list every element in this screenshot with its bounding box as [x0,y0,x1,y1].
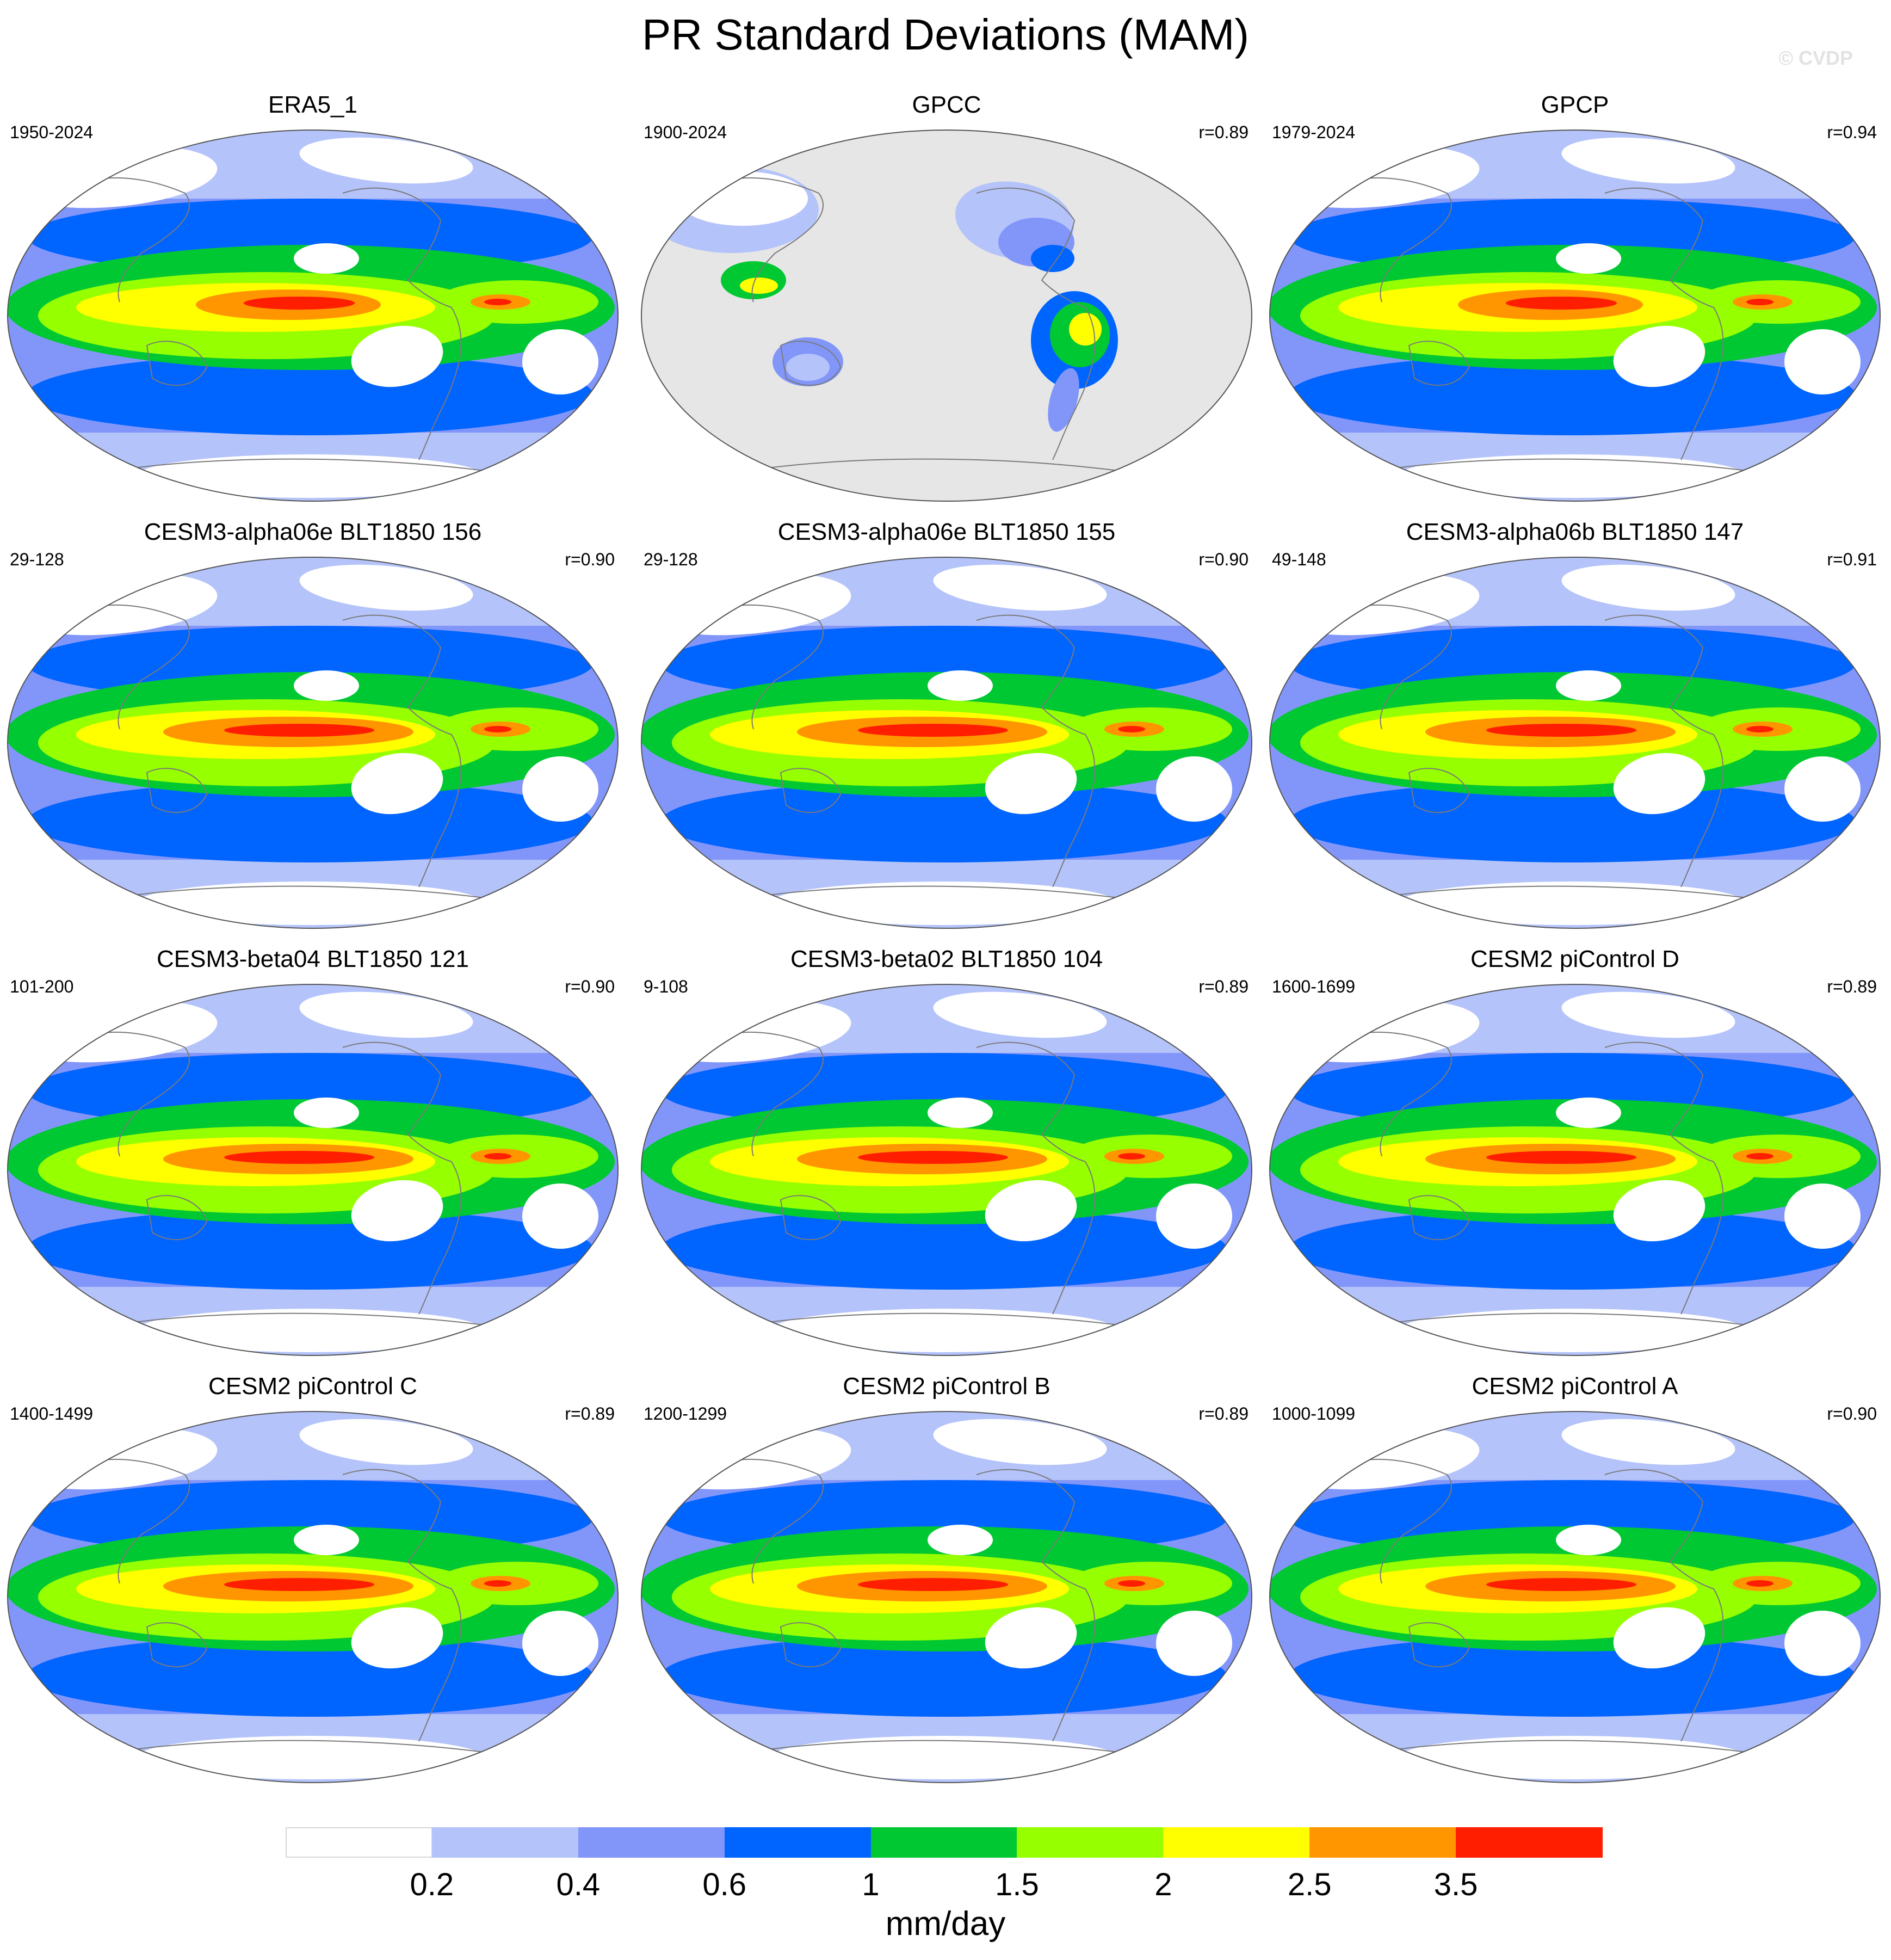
map-panel: CESM2 piControl B 1200-1299 r=0.89 [634,1371,1259,1801]
map-panel: CESM3-alpha06e BLT1850 155 29-128 r=0.90 [634,517,1259,947]
panel-period: 1900-2024 [644,122,727,142]
colorbar-tick-label: 1 [862,1867,880,1902]
panel-correlation: r=0.90 [565,977,615,996]
robinson-map [1269,130,1881,502]
colorbar [286,1827,1603,1858]
panel-title: ERA5_1 [268,91,357,118]
panel-period: 101-200 [10,977,74,996]
panel-period: 49-148 [1272,550,1326,569]
map-panel: CESM3-alpha06b BLT1850 147 49-148 r=0.91 [1262,517,1888,947]
panel-title: CESM3-beta02 BLT1850 104 [790,946,1103,972]
panel-title: CESM2 piControl C [208,1373,417,1400]
colorbar-swatch [1017,1827,1164,1858]
robinson-map [1269,1411,1881,1783]
colorbar-swatch [1309,1827,1457,1858]
colorbar-swatch [870,1827,1018,1858]
robinson-map [7,557,619,929]
panel-correlation: r=0.89 [1198,1404,1249,1423]
panel-period: 29-128 [644,550,698,569]
panel-title: CESM3-alpha06e BLT1850 155 [777,519,1116,545]
colorbar-swatch [724,1827,872,1858]
panel-title: CESM3-alpha06e BLT1850 156 [144,519,482,545]
panel-period: 1979-2024 [1272,122,1356,142]
panel-period: 1400-1499 [10,1404,94,1423]
map-panel: CESM3-beta02 BLT1850 104 9-108 r=0.89 [634,944,1259,1374]
colorbar-tick-label: 0.4 [556,1867,601,1902]
colorbar-units: mm/day [885,1905,1006,1943]
panel-correlation: r=0.91 [1827,550,1877,569]
panel-correlation: r=0.89 [565,1404,615,1423]
colorbar-tick-label: 0.6 [702,1867,746,1902]
panel-title: GPCC [912,91,981,118]
panel-correlation: r=0.89 [1827,977,1877,996]
panel-correlation: r=0.90 [565,550,615,569]
colorbar-tick-label: 1.5 [995,1867,1039,1902]
map-panel: CESM2 piControl A 1000-1099 r=0.90 [1262,1371,1888,1801]
panel-correlation: r=0.90 [1198,550,1249,569]
map-panel: CESM3-alpha06e BLT1850 156 29-128 r=0.90 [0,517,626,947]
colorbar-swatch [286,1827,432,1858]
robinson-map [7,1411,619,1783]
panel-title: CESM2 piControl B [843,1373,1050,1400]
panel-correlation: r=0.89 [1198,977,1249,996]
map-panel: ERA5_1 1950-2024 [0,90,626,520]
panel-title: CESM2 piControl D [1470,946,1679,972]
colorbar-swatch [1456,1827,1603,1858]
colorbar-swatch [1163,1827,1311,1858]
panel-title: GPCP [1541,91,1609,118]
panel-period: 9-108 [644,977,688,996]
map-panel: GPCC 1900-2024 r=0.89 [634,90,1259,520]
panel-title: CESM3-alpha06b BLT1850 147 [1406,519,1744,545]
map-panel: CESM3-beta04 BLT1850 121 101-200 r=0.90 [0,944,626,1374]
panel-period: 1950-2024 [10,122,94,142]
panel-title: CESM2 piControl A [1472,1373,1678,1400]
colorbar-tick-label: 2 [1154,1867,1172,1902]
panel-period: 29-128 [10,550,64,569]
panel-correlation: r=0.90 [1827,1404,1877,1423]
robinson-map [1269,557,1881,929]
colorbar-tick-label: 0.2 [410,1867,454,1902]
robinson-map [640,984,1253,1356]
map-panel: GPCP 1979-2024 r=0.94 [1262,90,1888,520]
panel-period: 1200-1299 [644,1404,727,1423]
cvdp-watermark: © CVDP [1778,47,1853,69]
colorbar-swatch [431,1827,579,1858]
robinson-map [7,984,619,1356]
panel-correlation: r=0.89 [1198,122,1249,142]
map-panel: CESM2 piControl D 1600-1699 r=0.89 [1262,944,1888,1374]
robinson-map [640,557,1253,929]
robinson-map [640,1411,1253,1783]
robinson-map [7,130,619,502]
map-panel: CESM2 piControl C 1400-1499 r=0.89 [0,1371,626,1801]
panel-period: 1000-1099 [1272,1404,1356,1423]
panel-correlation: r=0.94 [1827,122,1877,142]
figure-title: PR Standard Deviations (MAM) [642,10,1249,59]
colorbar-tick-label: 2.5 [1287,1867,1332,1902]
robinson-map [640,130,1253,502]
panel-title: CESM3-beta04 BLT1850 121 [157,946,469,972]
robinson-map [1269,984,1881,1356]
colorbar-tick-label: 3.5 [1433,1867,1478,1902]
panel-period: 1600-1699 [1272,977,1356,996]
colorbar-swatch [578,1827,725,1858]
